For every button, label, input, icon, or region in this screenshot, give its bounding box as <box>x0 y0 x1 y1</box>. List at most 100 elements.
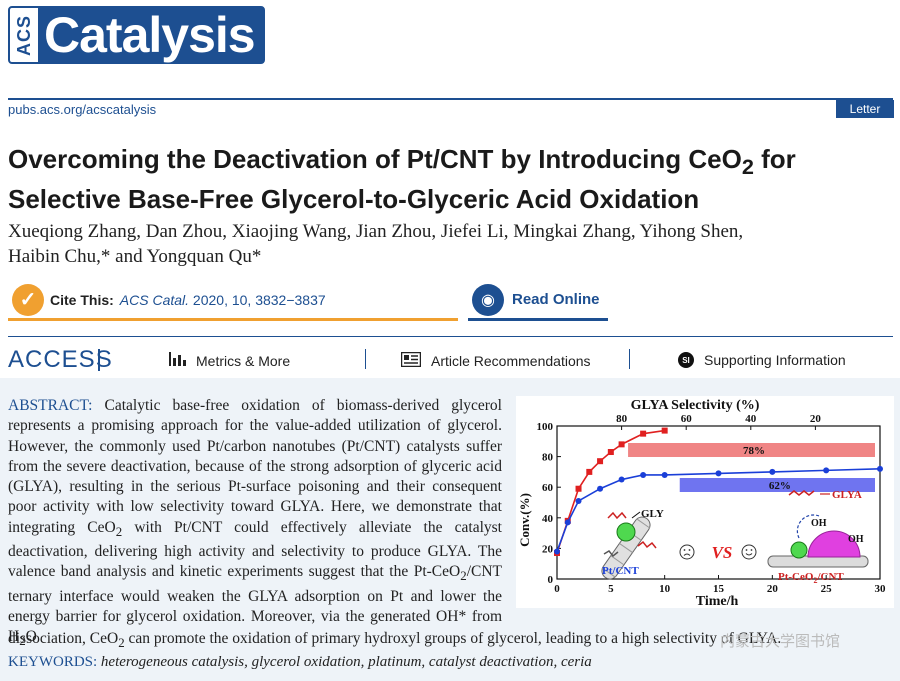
top-axis-title: GLYA Selectivity (%) <box>631 398 760 413</box>
read-online-button[interactable]: ◉ Read Online <box>468 281 608 321</box>
pt-ceo2-cnt-illustration: GLYA OH OH Pt-CeO2/CNT <box>767 489 869 585</box>
abstract-text: ABSTRACT: Catalytic base-free oxidation … <box>8 397 502 649</box>
article-list-icon <box>400 351 422 370</box>
keywords-list: heterogeneous catalysis, glycerol oxidat… <box>97 654 592 670</box>
keywords-label: KEYWORDS: <box>8 654 98 670</box>
cite-this[interactable]: ✓ Cite This: ACS Catal. 2020, 10, 3832−3… <box>8 281 458 321</box>
access-rule <box>8 336 893 337</box>
metrics-label: Metrics & More <box>196 352 291 369</box>
pt-cnt-illustration: GLY Pt/CNT <box>601 508 664 580</box>
glya-molecule <box>788 490 815 496</box>
journal-name: Catalysis <box>44 7 256 63</box>
glycerol-molecule <box>637 540 657 549</box>
data-point <box>661 471 668 478</box>
article-type-badge: Letter <box>836 100 894 118</box>
data-point <box>597 458 604 465</box>
x-tick-label: 5 <box>608 583 614 595</box>
data-point <box>564 519 571 526</box>
cite-label: Cite This: <box>50 291 114 308</box>
data-point <box>618 441 625 448</box>
article-recommendations-link[interactable]: Article Recommendations <box>400 351 591 370</box>
metrics-more-link[interactable]: Metrics & More <box>168 352 290 369</box>
globe-icon: ◉ <box>472 283 504 316</box>
x-tick-label: 0 <box>554 583 560 595</box>
top-axis-tick-label: 80 <box>616 413 628 425</box>
y-tick-label: 0 <box>548 574 554 586</box>
author-list: Xueqiong Zhang, Dan Zhou, Xiaojing Wang,… <box>8 221 744 267</box>
top-axis-tick-label: 20 <box>810 413 822 425</box>
y-tick-label: 20 <box>542 543 554 555</box>
keywords: KEYWORDS: heterogeneous catalysis, glyce… <box>8 654 592 671</box>
oh-label-2: OH <box>848 534 864 545</box>
supporting-label: Supporting Information <box>704 352 846 368</box>
y-tick-label: 40 <box>542 513 554 525</box>
data-point <box>877 465 883 472</box>
data-point <box>597 485 604 492</box>
data-point <box>769 468 776 475</box>
pt-ceo2-cnt-label: Pt-CeO2/CNT <box>778 571 844 585</box>
pt-cnt-label: Pt/CNT <box>602 565 639 577</box>
cnt-tube <box>767 555 869 568</box>
sad-face-icon <box>679 544 695 560</box>
x-axis-title: Time/h <box>696 594 739 608</box>
data-point <box>586 468 593 475</box>
citation-reference[interactable]: ACS Catal. 2020, 10, 3832−3837 <box>119 291 326 308</box>
data-point <box>640 471 647 478</box>
read-online-label: Read Online <box>512 291 600 308</box>
bar-chart-icon <box>168 352 186 369</box>
si-icon: SI <box>678 352 694 368</box>
data-point <box>618 476 625 483</box>
selectivity-bar-label: 78% <box>743 445 765 457</box>
library-watermark: 内蒙古大学图书馆 <box>720 633 841 650</box>
abstract-text-continued: dissociation, CeO2 can promote the oxida… <box>8 630 782 651</box>
pt-particle <box>616 522 636 542</box>
glya-label: GLYA <box>832 489 862 501</box>
access-divider <box>98 349 100 371</box>
access-label: ACCESS <box>8 346 113 373</box>
x-tick-label: 25 <box>821 583 833 595</box>
article-title: Overcoming the Deactivation of Pt/CNT by… <box>8 144 796 215</box>
recommendations-label: Article Recommendations <box>431 353 591 369</box>
nav-divider <box>629 349 630 369</box>
selectivity-bar <box>679 478 875 492</box>
glycerol-molecule <box>607 511 627 520</box>
selectivity-bar-label: 62% <box>769 480 791 492</box>
top-axis-tick-label: 40 <box>745 413 757 425</box>
x-tick-label: 10 <box>659 583 671 595</box>
data-point <box>640 430 647 437</box>
oh-label-1: OH <box>811 518 827 529</box>
data-point <box>554 548 560 555</box>
data-point <box>661 427 668 434</box>
x-tick-label: 30 <box>875 583 887 595</box>
pt-particle <box>790 541 808 559</box>
gly-pointer <box>631 511 641 519</box>
top-axis-tick-label: 60 <box>681 413 693 425</box>
data-point <box>575 497 582 504</box>
abstract-label: ABSTRACT: <box>8 397 93 414</box>
toc-graphic: GLYA Selectivity (%) Conv.(%) Time/h 0 5 1… <box>516 396 894 609</box>
y-tick-label: 80 <box>542 452 554 464</box>
data-point <box>607 449 614 456</box>
ceo2-particle <box>807 530 861 558</box>
journal-logo: ACS Catalysis <box>8 6 265 64</box>
data-point <box>823 467 830 474</box>
y-tick-label: 60 <box>542 482 554 494</box>
cnt-tube <box>601 516 651 580</box>
selectivity-bar <box>628 443 875 457</box>
versus-label: VS <box>712 543 733 562</box>
supporting-information-link[interactable]: SI Supporting Information <box>678 352 846 368</box>
x-tick-label: 15 <box>713 583 725 595</box>
gly-label: GLY <box>641 508 664 520</box>
checkmark-icon: ✓ <box>12 283 44 316</box>
conversion-chart: GLYA Selectivity (%) Conv.(%) Time/h 0 5 1… <box>516 396 894 609</box>
happy-face-icon <box>741 544 757 560</box>
y-axis-title: Conv.(%) <box>517 493 532 547</box>
data-point <box>715 470 722 477</box>
data-point <box>575 485 582 492</box>
x-tick-label: 20 <box>767 583 779 595</box>
y-tick-label: 100 <box>537 421 554 433</box>
header-rule <box>8 98 893 100</box>
glycerol-molecule <box>603 550 619 558</box>
nav-divider <box>365 349 366 369</box>
journal-url[interactable]: pubs.acs.org/acscatalysis <box>8 102 157 117</box>
